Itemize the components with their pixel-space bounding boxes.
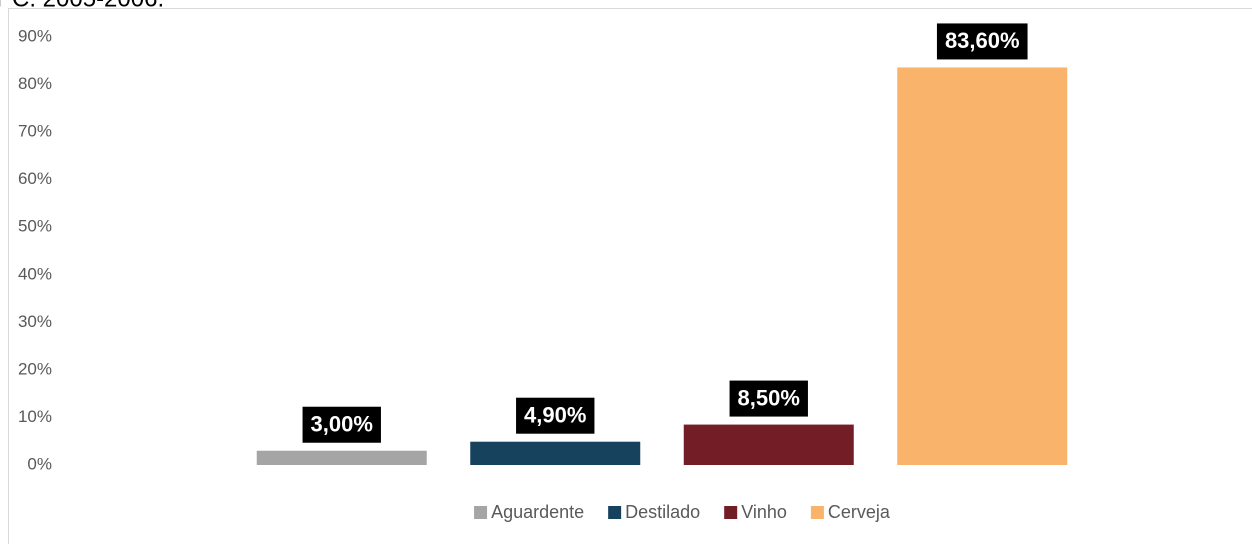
bar — [897, 67, 1068, 466]
y-tick-label: 80% — [18, 74, 52, 93]
y-tick-label: 50% — [18, 217, 52, 236]
y-tick-label: 60% — [18, 169, 52, 188]
y-tick-label: 0% — [27, 454, 52, 473]
value-label-box — [729, 380, 808, 417]
legend-swatch — [608, 506, 622, 519]
bar — [256, 450, 427, 465]
value-label-box — [302, 406, 381, 443]
legend-label: Destilado — [625, 502, 700, 522]
legend-swatch — [724, 506, 738, 519]
value-label: 8,50% — [738, 385, 800, 410]
chart-border — [8, 8, 1252, 544]
bar — [683, 424, 854, 465]
bar — [470, 441, 641, 465]
y-tick-label: 90% — [18, 26, 52, 45]
value-label: 83,60% — [945, 28, 1020, 53]
legend-label: Aguardente — [491, 502, 584, 522]
y-tick-label: 70% — [18, 122, 52, 141]
value-label-box — [516, 397, 595, 434]
y-tick-label: 30% — [18, 312, 52, 331]
value-label: 4,90% — [524, 403, 586, 428]
legend-swatch — [810, 506, 824, 519]
legend-swatch — [474, 506, 488, 519]
y-tick-label: 20% — [18, 359, 52, 378]
legend-label: Vinho — [741, 502, 787, 522]
value-label-box — [936, 23, 1028, 60]
chart-title: PC. 2005-2006. — [0, 0, 164, 12]
legend-label: Cerveja — [828, 502, 891, 522]
y-tick-label: 10% — [18, 407, 52, 426]
y-tick-label: 40% — [18, 264, 52, 283]
value-label: 3,00% — [311, 412, 373, 437]
